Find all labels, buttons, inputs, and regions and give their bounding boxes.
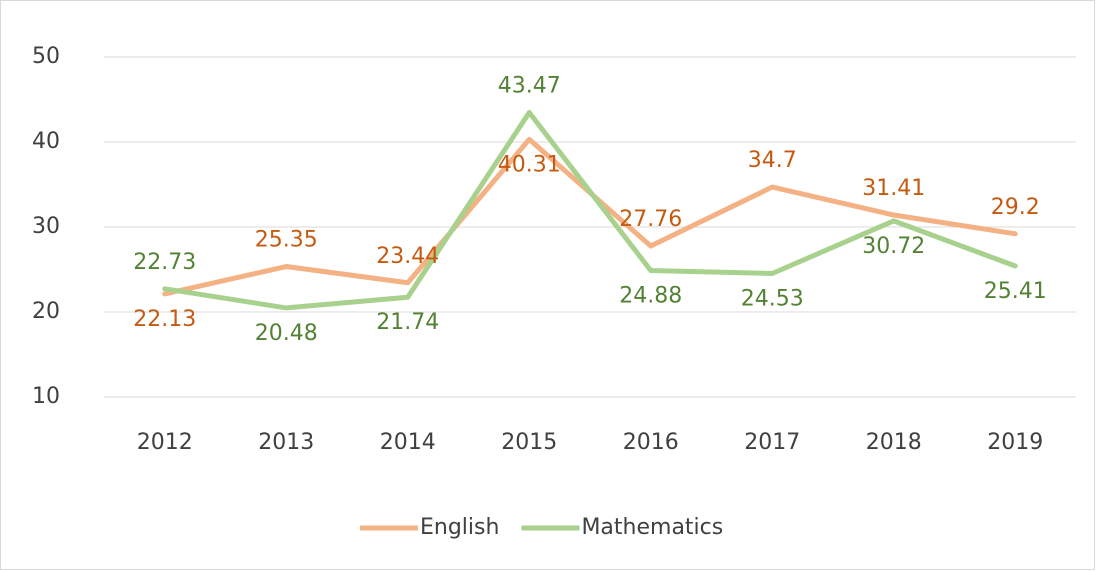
data-label: 24.88 <box>619 284 682 309</box>
data-label: 34.7 <box>748 148 797 173</box>
x-tick-label: 2016 <box>623 430 679 455</box>
y-tick-label: 30 <box>32 214 60 239</box>
y-tick-label: 50 <box>32 44 60 69</box>
data-label: 24.53 <box>741 286 804 311</box>
x-tick-label: 2017 <box>744 430 800 455</box>
x-tick-label: 2013 <box>258 430 314 455</box>
x-tick-label: 2018 <box>866 430 922 455</box>
data-label: 21.74 <box>376 310 439 335</box>
data-label: 40.31 <box>498 152 561 177</box>
x-tick-label: 2014 <box>380 430 436 455</box>
data-label: 20.48 <box>255 321 318 346</box>
legend-label: English <box>420 515 499 540</box>
data-label: 31.41 <box>862 176 925 201</box>
line <box>162 110 1018 311</box>
data-label: 22.13 <box>133 307 196 332</box>
x-tick-label: 2019 <box>987 430 1043 455</box>
data-label: 22.73 <box>133 250 196 275</box>
data-label: 29.2 <box>991 195 1040 220</box>
data-label: 25.41 <box>984 279 1047 304</box>
x-tick-label: 2012 <box>137 430 193 455</box>
data-label: 27.76 <box>619 207 682 232</box>
y-tick-label: 40 <box>32 129 60 154</box>
data-label: 23.44 <box>376 244 439 269</box>
legend-label: Mathematics <box>581 515 723 540</box>
data-label: 30.72 <box>862 234 925 259</box>
y-tick-label: 10 <box>32 384 60 409</box>
data-label: 43.47 <box>498 74 561 99</box>
x-tick-label: 2015 <box>501 430 557 455</box>
y-tick-label: 20 <box>32 299 60 324</box>
data-label: 25.35 <box>255 228 318 253</box>
